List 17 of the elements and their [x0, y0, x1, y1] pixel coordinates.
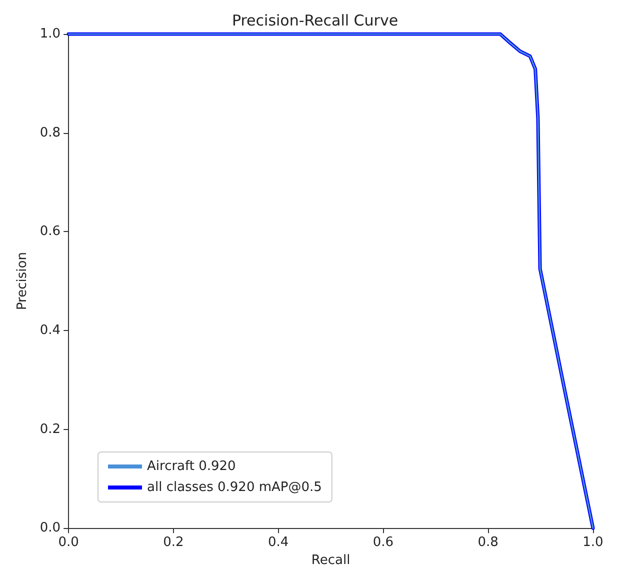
x-tick-label: 0.0	[58, 535, 79, 550]
y-tick-label: 1.0	[40, 26, 61, 42]
x-tick-label: 0.8	[478, 535, 498, 550]
chart-title: Precision-Recall Curve	[232, 12, 398, 30]
x-axis-title: Recall	[311, 553, 350, 568]
x-tick-label: 0.4	[268, 535, 289, 550]
y-tick-label: 0.4	[40, 322, 61, 338]
y-tick-label: 0.8	[40, 125, 61, 140]
x-tick-label: 1.0	[582, 535, 604, 550]
y-tick-label: 0.0	[40, 520, 61, 536]
y-axis-title: Precision	[15, 252, 30, 310]
legend-label: all classes 0.920 mAP@0.5	[147, 480, 322, 495]
x-tick-label: 0.6	[372, 535, 394, 550]
legend-label: Aircraft 0.920	[147, 459, 236, 474]
y-tick-label: 0.2	[40, 422, 61, 437]
y-tick-label: 0.6	[40, 224, 61, 240]
x-tick-label: 0.2	[163, 535, 184, 550]
